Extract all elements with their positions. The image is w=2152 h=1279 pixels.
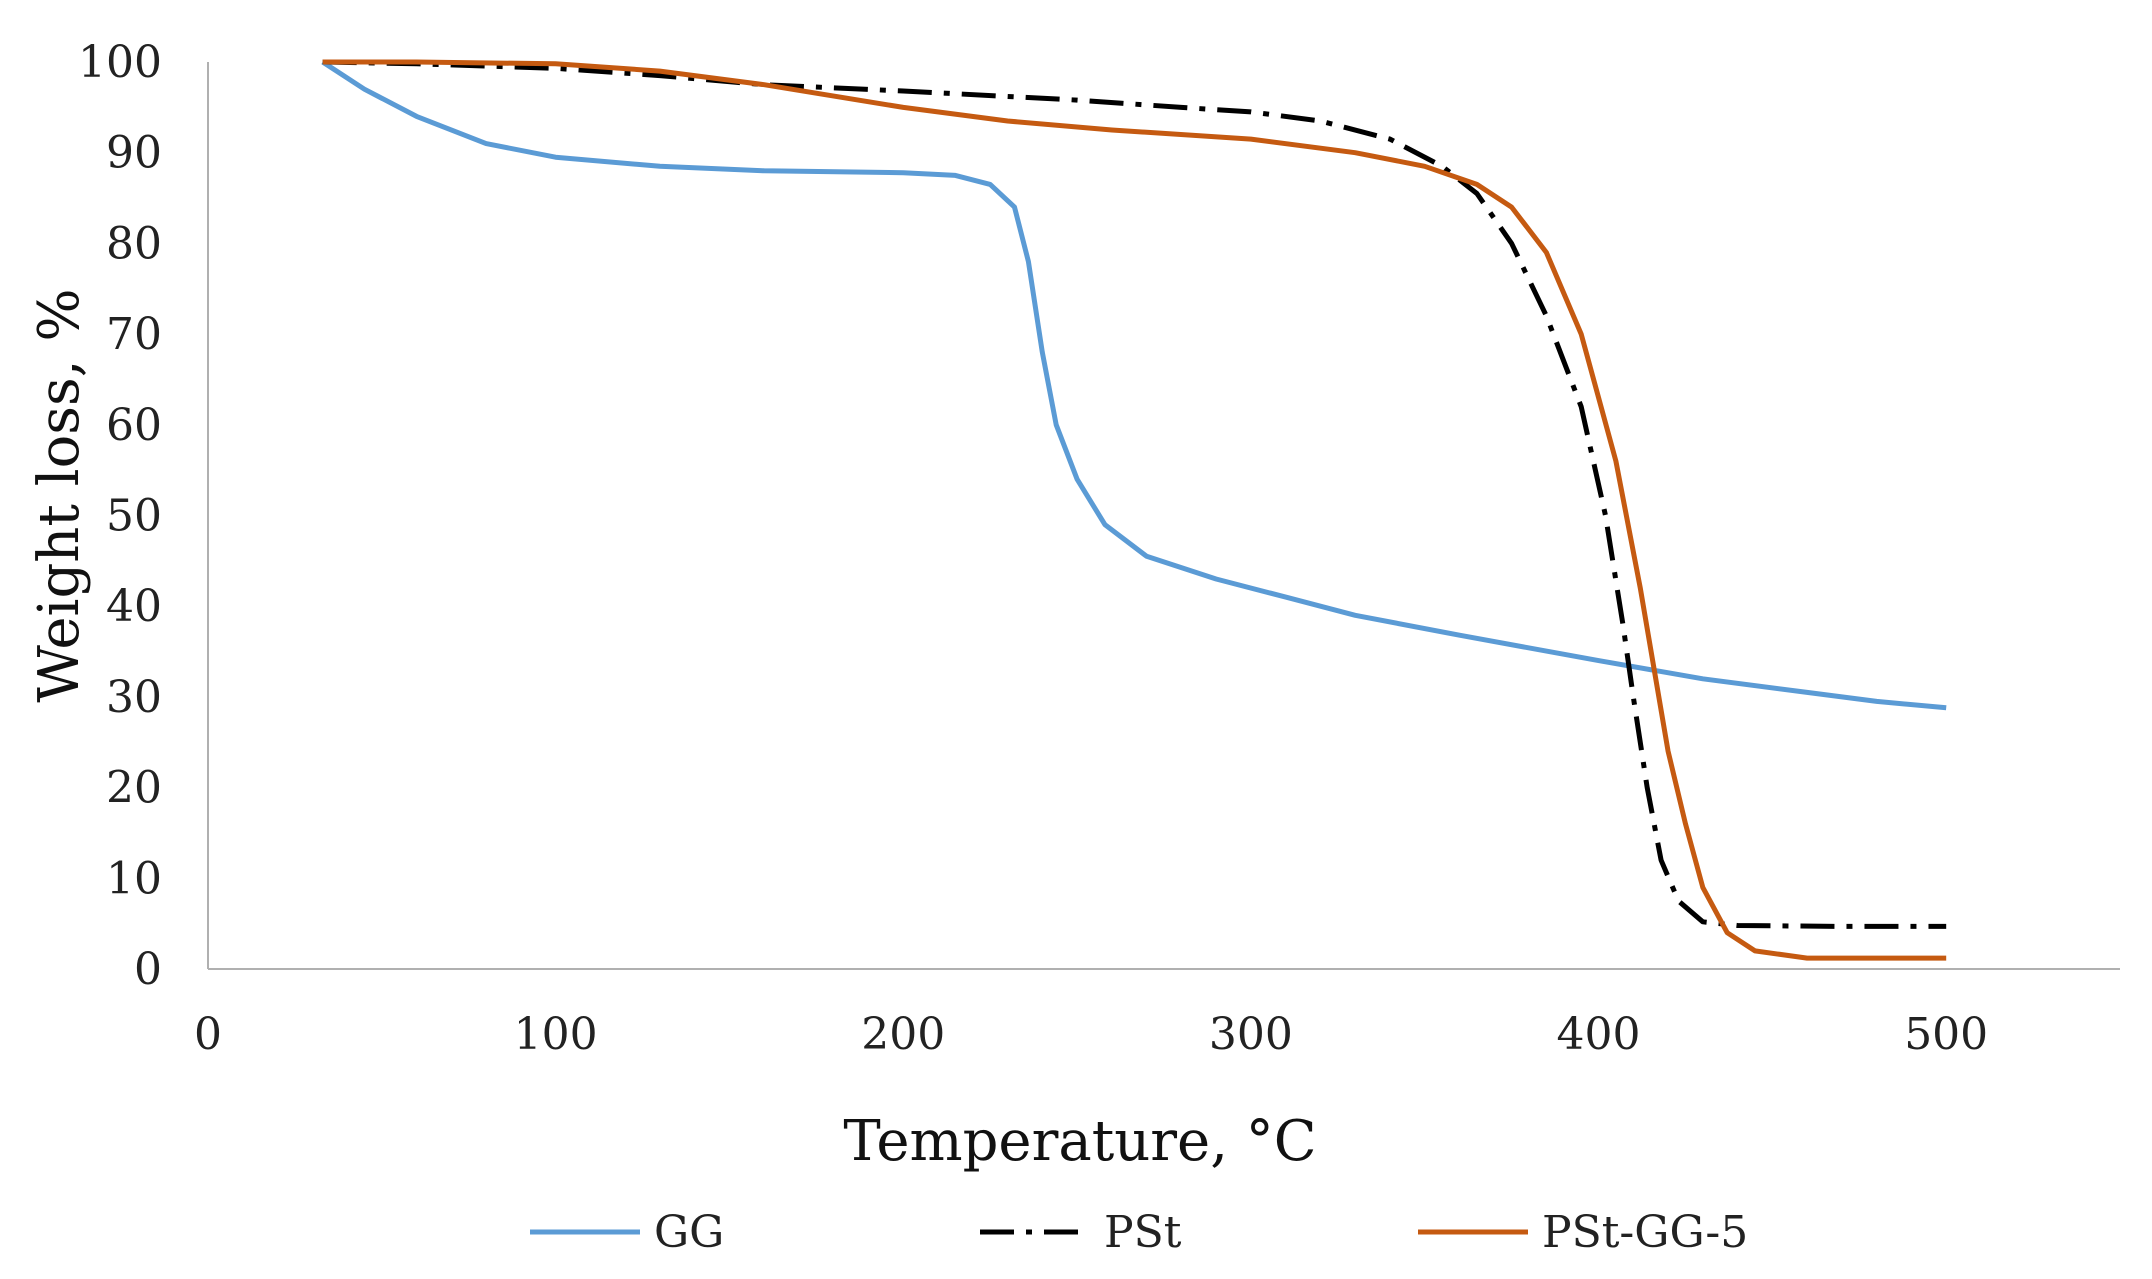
series-line-pst-gg-5 [322, 59, 1947, 961]
y-tick-label: 70 [106, 309, 162, 360]
series-layer [321, 59, 1947, 961]
x-axis-title: Temperature, °C [843, 1109, 1316, 1174]
y-tick-label: 90 [106, 128, 162, 179]
legend-label: PSt [1104, 1207, 1182, 1258]
y-tick-label: 100 [78, 37, 162, 88]
x-tick-label: 100 [514, 1009, 598, 1060]
x-tick-label: 400 [1557, 1009, 1641, 1060]
y-tick-label: 20 [106, 763, 162, 814]
y-tick-label: 50 [106, 491, 162, 542]
x-tick-labels: 0 100 200 300 400 500 [194, 1009, 1988, 1060]
series-line-pst [322, 59, 1947, 929]
x-tick-label: 200 [861, 1009, 945, 1060]
legend-label: PSt-GG-5 [1542, 1207, 1748, 1258]
y-tick-labels: 0 10 20 30 40 50 60 70 80 90 100 [78, 37, 162, 995]
y-axis-title: Weight loss, % [27, 288, 92, 702]
y-tick-label: 30 [106, 672, 162, 723]
y-tick-label: 10 [106, 853, 162, 904]
y-tick-label: 80 [106, 218, 162, 269]
legend-label: GG [654, 1207, 724, 1258]
series-line-gg [321, 59, 1947, 711]
x-tick-label: 300 [1209, 1009, 1293, 1060]
y-tick-label: 0 [134, 944, 162, 995]
y-tick-label: 60 [106, 400, 162, 451]
y-tick-label: 40 [106, 581, 162, 632]
legend: GG PSt PSt-GG-5 [530, 1207, 1748, 1258]
x-tick-label: 0 [194, 1009, 222, 1060]
x-tick-label: 500 [1904, 1009, 1988, 1060]
